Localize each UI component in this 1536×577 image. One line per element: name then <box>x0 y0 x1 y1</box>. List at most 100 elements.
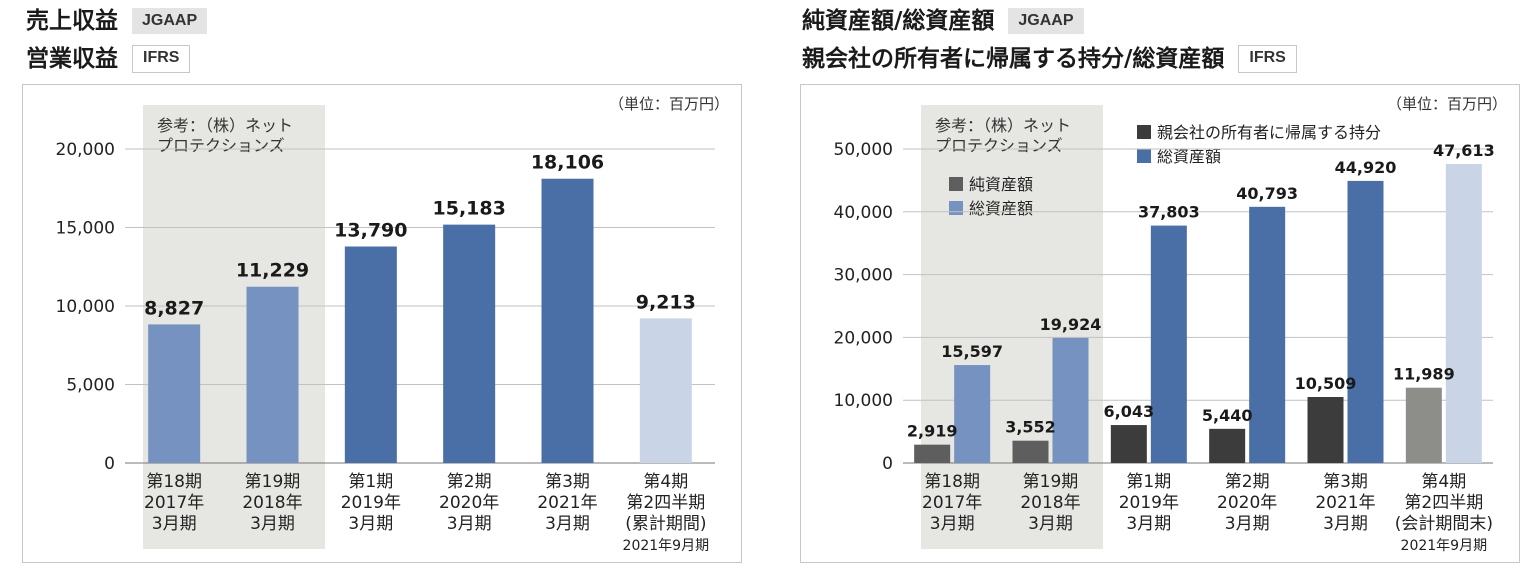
bar-value-label: 2,919 <box>907 422 958 441</box>
y-tick-label: 10,000 <box>834 391 893 411</box>
category-label: (会計期間末) <box>1395 514 1493 534</box>
bar-total-assets <box>1150 225 1187 463</box>
bar-value-label: 13,790 <box>334 219 407 241</box>
right-heading-ifrs: 親会社の所有者に帰属する持分/総資産額 IFRS <box>802 44 1297 74</box>
y-tick-label: 20,000 <box>56 140 115 160</box>
category-label: 2021年 <box>1315 493 1375 513</box>
category-label: 2021年9月期 <box>1401 538 1488 554</box>
category-label: 3月期 <box>1126 514 1171 534</box>
bar <box>148 324 201 463</box>
category-label: 第19期 <box>245 472 301 492</box>
bar-value-label: 15,183 <box>433 198 506 220</box>
legend-swatch <box>1137 125 1151 139</box>
category-label: 2020年 <box>1217 493 1277 513</box>
right-title-ifrs: 親会社の所有者に帰属する持分/総資産額 <box>802 46 1225 72</box>
reference-note-line1: 参考：（株）ネット <box>157 116 293 135</box>
bar <box>344 246 397 463</box>
category-label: 第3期 <box>1323 472 1368 492</box>
assets-chart-panel: 参考：（株）ネット プロテクションズ 純資産額 総資産額 親会社の所有者に帰属する持分総… <box>800 84 1520 563</box>
bar-value-label: 8,827 <box>144 297 204 319</box>
bar-value-label: 47,613 <box>1433 141 1495 160</box>
category-label: (累計期間) <box>625 514 706 534</box>
category-label: 2019年 <box>1119 493 1179 513</box>
left-title-ifrs: 営業収益 <box>26 46 118 72</box>
category-label: 第19期 <box>1023 472 1079 492</box>
bar-value-label: 9,213 <box>636 291 696 313</box>
category-label: 第2四半期 <box>1404 493 1483 513</box>
bar-equity <box>914 444 951 463</box>
bar <box>443 224 496 463</box>
category-label: 第18期 <box>924 472 980 492</box>
category-label: 3月期 <box>250 514 295 534</box>
category-label: 第2四半期 <box>626 493 705 513</box>
bar-total-assets <box>1052 337 1089 463</box>
y-tick-label: 10,000 <box>56 297 115 317</box>
unit-label: （単位：百万円） <box>609 95 729 113</box>
bar-total-assets <box>1445 163 1482 463</box>
bar-value-label: 19,924 <box>1040 315 1102 334</box>
category-label: 3月期 <box>1225 514 1270 534</box>
y-tick-label: 30,000 <box>834 266 893 286</box>
jgaap-badge: JGAAP <box>1008 8 1084 34</box>
legend-swatch <box>1137 149 1151 163</box>
y-tick-label: 0 <box>882 454 893 474</box>
category-label: 2021年9月期 <box>623 538 710 554</box>
y-tick-label: 0 <box>104 454 115 474</box>
category-label: 第2期 <box>447 472 492 492</box>
y-tick-label: 15,000 <box>56 219 115 239</box>
category-label: 2021年 <box>537 493 597 513</box>
category-label: 3月期 <box>152 514 197 534</box>
bar-total-assets <box>1347 180 1384 463</box>
revenue-chart-panel: 参考：（株）ネット プロテクションズ （単位：百万円） 0 5,000 10,000 15,… <box>22 84 742 563</box>
bar-equity <box>1307 397 1344 463</box>
category-label: 2019年 <box>341 493 401 513</box>
legend-label: 総資産額 <box>969 199 1033 218</box>
category-label: 第3期 <box>545 472 590 492</box>
bar <box>541 178 594 463</box>
category-label: 2018年 <box>242 493 302 513</box>
ifrs-badge: IFRS <box>132 45 191 73</box>
legend-swatch <box>949 177 963 191</box>
reference-note-line2: プロテクションズ <box>935 136 1063 155</box>
bar-value-label: 3,552 <box>1005 418 1056 437</box>
jgaap-badge: JGAAP <box>132 8 208 34</box>
bar-value-label: 18,106 <box>531 152 604 174</box>
bar-value-label: 40,793 <box>1236 184 1298 203</box>
unit-label: （単位：百万円） <box>1387 95 1507 113</box>
ifrs-badge: IFRS <box>1238 45 1297 73</box>
category-label: 3月期 <box>1028 514 1073 534</box>
left-heading-jgaap: 売上収益 JGAAP <box>26 6 208 36</box>
right-title-jgaap: 純資産額/総資産額 <box>802 8 995 34</box>
assets-chart: 参考：（株）ネットプロテクションズ純資産額総資産額親会社の所有者に帰属する持分総… <box>834 95 1507 554</box>
bar-value-label: 10,509 <box>1295 374 1357 393</box>
category-label: 第18期 <box>146 472 202 492</box>
category-label: 2017年 <box>144 493 204 513</box>
bar-value-label: 5,440 <box>1202 406 1253 425</box>
bar-equity <box>1012 440 1049 463</box>
bar-value-label: 11,229 <box>236 260 309 282</box>
y-tick-label: 5,000 <box>66 376 115 396</box>
category-label: 第4期 <box>643 472 688 492</box>
category-label: 3月期 <box>1323 514 1368 534</box>
left-title-jgaap: 売上収益 <box>26 8 118 34</box>
bar-value-label: 6,043 <box>1104 402 1155 421</box>
reference-note-line1: 参考：（株）ネット <box>935 116 1071 135</box>
category-label: 3月期 <box>348 514 393 534</box>
legend-swatch <box>949 201 963 215</box>
bar-total-assets <box>954 365 991 463</box>
y-tick-label: 40,000 <box>834 203 893 223</box>
left-heading-ifrs: 営業収益 IFRS <box>26 44 191 74</box>
category-label: 第4期 <box>1421 472 1466 492</box>
y-tick-label: 50,000 <box>834 140 893 160</box>
category-label: 2020年 <box>439 493 499 513</box>
bar-equity <box>1110 425 1147 463</box>
bar <box>639 318 692 463</box>
bar-value-label: 44,920 <box>1335 158 1397 177</box>
category-label: 2017年 <box>922 493 982 513</box>
category-label: 3月期 <box>930 514 975 534</box>
bar-value-label: 11,989 <box>1393 365 1455 384</box>
category-label: 2018年 <box>1020 493 1080 513</box>
category-label: 3月期 <box>447 514 492 534</box>
bar-equity <box>1405 387 1442 463</box>
